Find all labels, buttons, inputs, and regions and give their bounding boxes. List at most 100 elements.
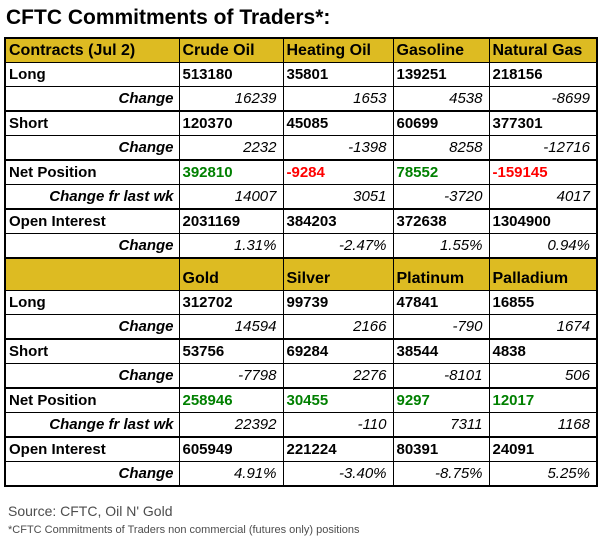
row-label-change: Change [4,314,180,340]
value-cell: 80391 [392,436,490,462]
row-label-change: Change [4,135,180,161]
value-cell: 513180 [178,62,284,87]
value-cell: 14007 [178,184,284,210]
row-label-change: Change [4,461,180,487]
metals-open-interest-row: Open Interest 605949 221224 80391 24091 [4,436,598,462]
value-cell: 372638 [392,208,490,234]
metals-header-row: Gold Silver Platinum Palladium [4,257,598,291]
value-cell: 8258 [392,135,490,161]
value-cell: 4538 [392,86,490,112]
corner-cell-empty [4,257,180,291]
value-cell: 0.94% [488,233,598,259]
value-cell: 1674 [488,314,598,340]
value-cell: 1168 [488,412,598,438]
value-cell: 384203 [282,208,394,234]
value-cell: -8.75% [392,461,490,487]
value-cell: 14594 [178,314,284,340]
value-cell: 47841 [392,290,490,315]
footnote-text: *CFTC Commitments of Traders non commerc… [8,524,360,536]
row-label-change-fr-last-wk: Change fr last wk [4,412,180,438]
value-cell: 12017 [488,387,598,413]
row-label-open-interest: Open Interest [4,208,180,234]
value-cell: 2232 [178,135,284,161]
energy-net-position-row: Net Position 392810 -9284 78552 -159145 [4,159,598,185]
value-cell: 139251 [392,62,490,87]
value-cell: 218156 [488,62,598,87]
value-cell: 35801 [282,62,394,87]
value-cell: 69284 [282,338,394,364]
row-label-short: Short [4,110,180,136]
metals-net-change-row: Change fr last wk 22392 -110 7311 1168 [4,412,598,438]
metals-short-change-row: Change -7798 2276 -8101 506 [4,363,598,389]
value-cell: -3.40% [282,461,394,487]
row-label-open-interest: Open Interest [4,436,180,462]
value-cell: 312702 [178,290,284,315]
row-label-change: Change [4,233,180,259]
value-cell: 258946 [178,387,284,413]
metals-oi-change-row: Change 4.91% -3.40% -8.75% 5.25% [4,461,598,487]
value-cell: 392810 [178,159,284,185]
value-cell: 78552 [392,159,490,185]
value-cell: 9297 [392,387,490,413]
metals-net-position-row: Net Position 258946 30455 9297 12017 [4,387,598,413]
value-cell: 16855 [488,290,598,315]
row-label-short: Short [4,338,180,364]
row-label-change-fr-last-wk: Change fr last wk [4,184,180,210]
value-cell: 377301 [488,110,598,136]
column-header-gold: Gold [178,257,284,291]
row-label-change: Change [4,86,180,112]
value-cell: -12716 [488,135,598,161]
value-cell: 60699 [392,110,490,136]
row-label-long: Long [4,62,180,87]
cot-table: Contracts (Jul 2) Crude Oil Heating Oil … [4,37,598,487]
value-cell: -8699 [488,86,598,112]
energy-oi-change-row: Change 1.31% -2.47% 1.55% 0.94% [4,233,598,259]
energy-long-change-row: Change 16239 1653 4538 -8699 [4,86,598,112]
value-cell: 605949 [178,436,284,462]
row-label-net-position: Net Position [4,387,180,413]
value-cell: -1398 [282,135,394,161]
energy-long-row: Long 513180 35801 139251 218156 [4,62,598,87]
row-label-long: Long [4,290,180,315]
energy-short-row: Short 120370 45085 60699 377301 [4,110,598,136]
value-cell: 16239 [178,86,284,112]
value-cell: -110 [282,412,394,438]
value-cell: 4017 [488,184,598,210]
value-cell: 2031169 [178,208,284,234]
metals-long-row: Long 312702 99739 47841 16855 [4,290,598,315]
value-cell: -2.47% [282,233,394,259]
column-header-heating-oil: Heating Oil [282,37,394,63]
column-header-platinum: Platinum [392,257,490,291]
value-cell: 4838 [488,338,598,364]
value-cell: -9284 [282,159,394,185]
metals-short-row: Short 53756 69284 38544 4838 [4,338,598,364]
value-cell: -790 [392,314,490,340]
column-header-silver: Silver [282,257,394,291]
value-cell: 53756 [178,338,284,364]
source-text: Source: CFTC, Oil N' Gold [8,503,173,519]
energy-header-row: Contracts (Jul 2) Crude Oil Heating Oil … [4,37,598,63]
metals-long-change-row: Change 14594 2166 -790 1674 [4,314,598,340]
value-cell: -8101 [392,363,490,389]
energy-short-change-row: Change 2232 -1398 8258 -12716 [4,135,598,161]
value-cell: 45085 [282,110,394,136]
page-title: CFTC Commitments of Traders*: [6,6,331,29]
value-cell: 22392 [178,412,284,438]
value-cell: 221224 [282,436,394,462]
footer: Source: CFTC, Oil N' Gold *CFTC Commitme… [8,503,596,536]
value-cell: 1653 [282,86,394,112]
corner-cell-contracts: Contracts (Jul 2) [4,37,180,63]
value-cell: 24091 [488,436,598,462]
value-cell: -3720 [392,184,490,210]
value-cell: 2276 [282,363,394,389]
row-label-change: Change [4,363,180,389]
value-cell: 7311 [392,412,490,438]
value-cell: 30455 [282,387,394,413]
value-cell: 506 [488,363,598,389]
column-header-natural-gas: Natural Gas [488,37,598,63]
value-cell: 1304900 [488,208,598,234]
value-cell: 1.31% [178,233,284,259]
row-label-net-position: Net Position [4,159,180,185]
energy-open-interest-row: Open Interest 2031169 384203 372638 1304… [4,208,598,234]
